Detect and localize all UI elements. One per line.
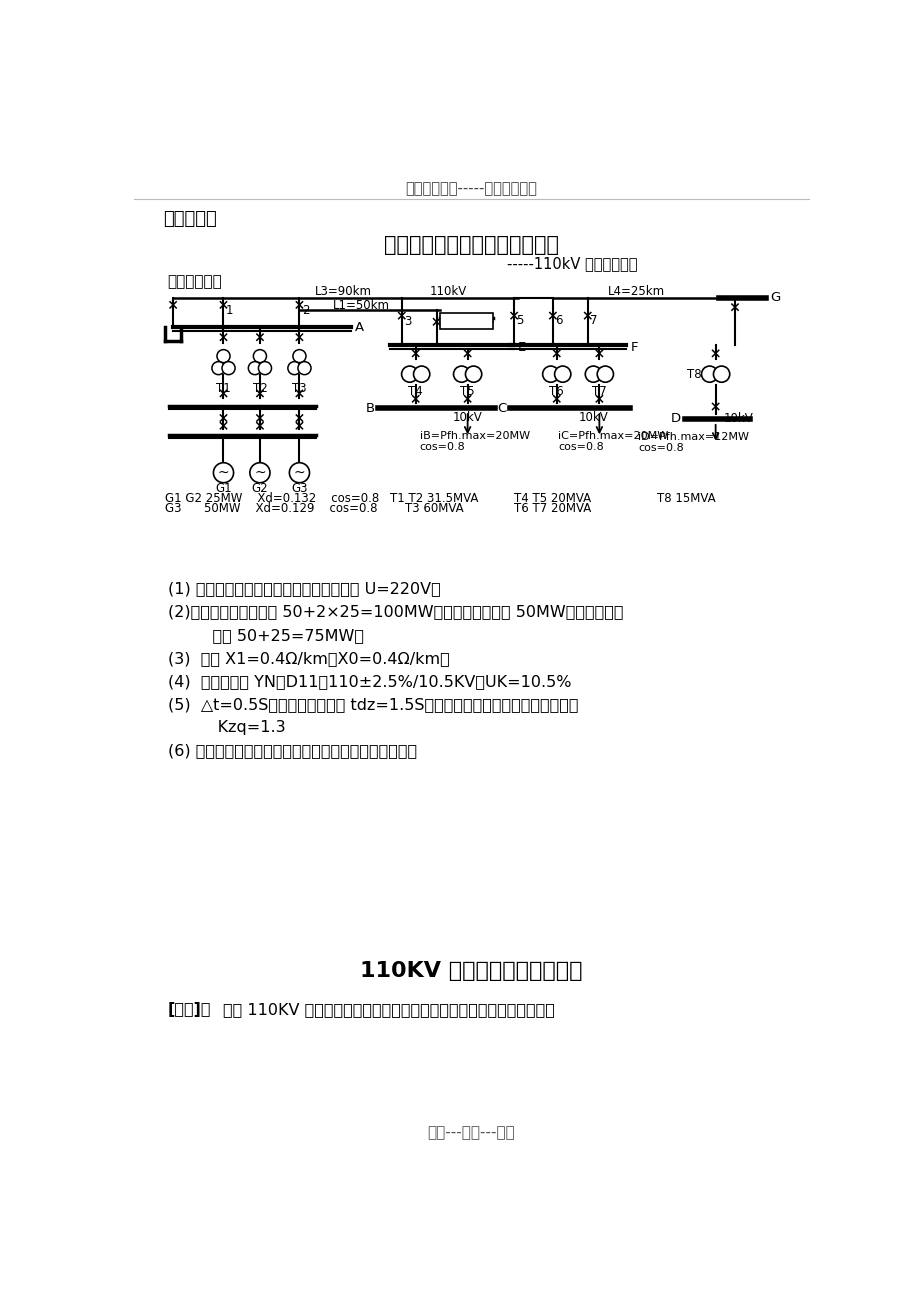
Circle shape [258, 362, 271, 375]
Text: 110KV 线路继电保护课程设计: 110KV 线路继电保护课程设计 [360, 961, 582, 980]
Text: 专心---专注---专业: 专心---专注---专业 [427, 1125, 515, 1141]
Circle shape [701, 366, 717, 383]
Circle shape [584, 366, 601, 383]
Text: T2: T2 [253, 383, 267, 396]
Text: ~: ~ [254, 466, 266, 479]
Circle shape [217, 350, 230, 363]
Text: 10kV: 10kV [722, 413, 753, 426]
Circle shape [413, 366, 429, 383]
Text: L3=90km: L3=90km [315, 285, 371, 298]
Circle shape [402, 366, 417, 383]
Text: T8: T8 [686, 367, 701, 380]
Text: 电网接线图: 电网接线图 [163, 211, 217, 228]
Text: 3: 3 [403, 315, 411, 328]
Text: B: B [365, 401, 374, 414]
Circle shape [542, 366, 559, 383]
Text: T3 60MVA: T3 60MVA [390, 503, 463, 516]
Text: 10kV: 10kV [578, 410, 607, 423]
Text: T4: T4 [408, 384, 423, 397]
Text: (2)发电厂最大发电容量 50+2×25=100MW，最小发电容量为 50MW，正常发电容: (2)发电厂最大发电容量 50+2×25=100MW，最小发电容量为 50MW，… [167, 604, 622, 620]
Circle shape [221, 362, 235, 375]
Text: 精选优质文档-----倾情为你奉上: 精选优质文档-----倾情为你奉上 [405, 181, 537, 197]
Circle shape [465, 366, 482, 383]
Circle shape [298, 362, 311, 375]
Text: cos=0.8: cos=0.8 [419, 441, 465, 452]
Text: G3: G3 [291, 482, 307, 495]
Text: 10kV: 10kV [452, 410, 482, 423]
Text: F: F [630, 341, 637, 354]
Text: L4=25km: L4=25km [607, 285, 664, 298]
Text: T7: T7 [591, 384, 607, 397]
Circle shape [596, 366, 613, 383]
Bar [440, 314, 493, 328]
Text: 一、电网接线: 一、电网接线 [167, 275, 222, 289]
Text: T4 T5 20MVA: T4 T5 20MVA [514, 492, 591, 505]
Circle shape [288, 362, 301, 375]
Text: 4: 4 [438, 319, 446, 332]
Text: T6: T6 [549, 384, 563, 397]
Circle shape [289, 462, 309, 483]
Text: A: A [355, 320, 364, 333]
Text: (1) 各变电站、发电厂的操作直流电源电压 U=220V。: (1) 各变电站、发电厂的操作直流电源电压 U=220V。 [167, 582, 440, 596]
Text: iB=Pfh.max=20MW: iB=Pfh.max=20MW [419, 431, 529, 441]
Circle shape [712, 366, 729, 383]
Text: T1: T1 [216, 383, 231, 396]
Circle shape [250, 462, 269, 483]
Circle shape [554, 366, 570, 383]
Text: T1 T2 31.5MVA: T1 T2 31.5MVA [390, 492, 478, 505]
Text: T3: T3 [292, 383, 306, 396]
Circle shape [292, 350, 306, 363]
Text: C: C [496, 401, 505, 414]
Text: cos=0.8: cos=0.8 [558, 441, 604, 452]
Text: ~: ~ [293, 466, 305, 479]
Circle shape [253, 350, 267, 363]
Text: T8 15MVA: T8 15MVA [657, 492, 715, 505]
Text: iC=Pfh.max=20MW: iC=Pfh.max=20MW [558, 431, 668, 441]
Text: 为给 110KV 单电源环形电网进行继电保护设计，首先选择过电流保护，: 为给 110KV 单电源环形电网进行继电保护设计，首先选择过电流保护， [223, 1003, 555, 1017]
Text: G2: G2 [251, 482, 268, 495]
Text: 5: 5 [516, 314, 523, 327]
Circle shape [213, 462, 233, 483]
Text: G1 G2 25MW    Xd=0.132    cos=0.8: G1 G2 25MW Xd=0.132 cos=0.8 [165, 492, 380, 505]
Text: G3      50MW    Xd=0.129    cos=0.8: G3 50MW Xd=0.129 cos=0.8 [165, 503, 378, 516]
Text: (4)  变压器均为 YN，D11，110±2.5%/10.5KV，UK=10.5%: (4) 变压器均为 YN，D11，110±2.5%/10.5KV，UK=10.5… [167, 674, 571, 689]
Text: 量为 50+25=75MW。: 量为 50+25=75MW。 [192, 628, 364, 643]
Text: T5: T5 [460, 384, 474, 397]
Text: -----110kV 电网继保设计: -----110kV 电网继保设计 [506, 256, 637, 272]
Text: 《电力系统继电保护》课程设计: 《电力系统继电保护》课程设计 [383, 234, 559, 255]
Text: G1: G1 [215, 482, 232, 495]
Text: L2=40km: L2=40km [439, 315, 494, 326]
Text: Kzq=1.3: Kzq=1.3 [192, 720, 286, 736]
Text: L1=50km: L1=50km [333, 299, 390, 312]
Text: T6 T7 20MVA: T6 T7 20MVA [514, 503, 591, 516]
Text: (6) 发电厂升压变中性点直接接地，其他变压器不接地。: (6) 发电厂升压变中性点直接接地，其他变压器不接地。 [167, 743, 416, 758]
Text: E: E [517, 341, 526, 354]
Text: 110kV: 110kV [429, 285, 466, 298]
Circle shape [248, 362, 261, 375]
Text: iD=Pfh.max=12MW: iD=Pfh.max=12MW [638, 432, 748, 443]
Text: ~: ~ [218, 466, 229, 479]
Text: cos=0.8: cos=0.8 [638, 443, 683, 453]
Circle shape [453, 366, 470, 383]
Text: (3)  线路 X1=0.4Ω/km，X0=0.4Ω/km。: (3) 线路 X1=0.4Ω/km，X0=0.4Ω/km。 [167, 651, 449, 665]
Text: 1: 1 [225, 303, 233, 316]
Text: D: D [670, 413, 680, 426]
Text: 6: 6 [554, 314, 562, 327]
Text: G: G [769, 292, 779, 305]
Text: 7: 7 [589, 314, 597, 327]
Text: 2: 2 [301, 303, 309, 316]
Text: [摘要]：: [摘要]： [167, 1003, 211, 1017]
Text: (5)  △t=0.5S，负荷侧后备保护 tdz=1.5S，变压器和母线均配置有差动保护，: (5) △t=0.5S，负荷侧后备保护 tdz=1.5S，变压器和母线均配置有差… [167, 697, 577, 712]
Circle shape [211, 362, 225, 375]
